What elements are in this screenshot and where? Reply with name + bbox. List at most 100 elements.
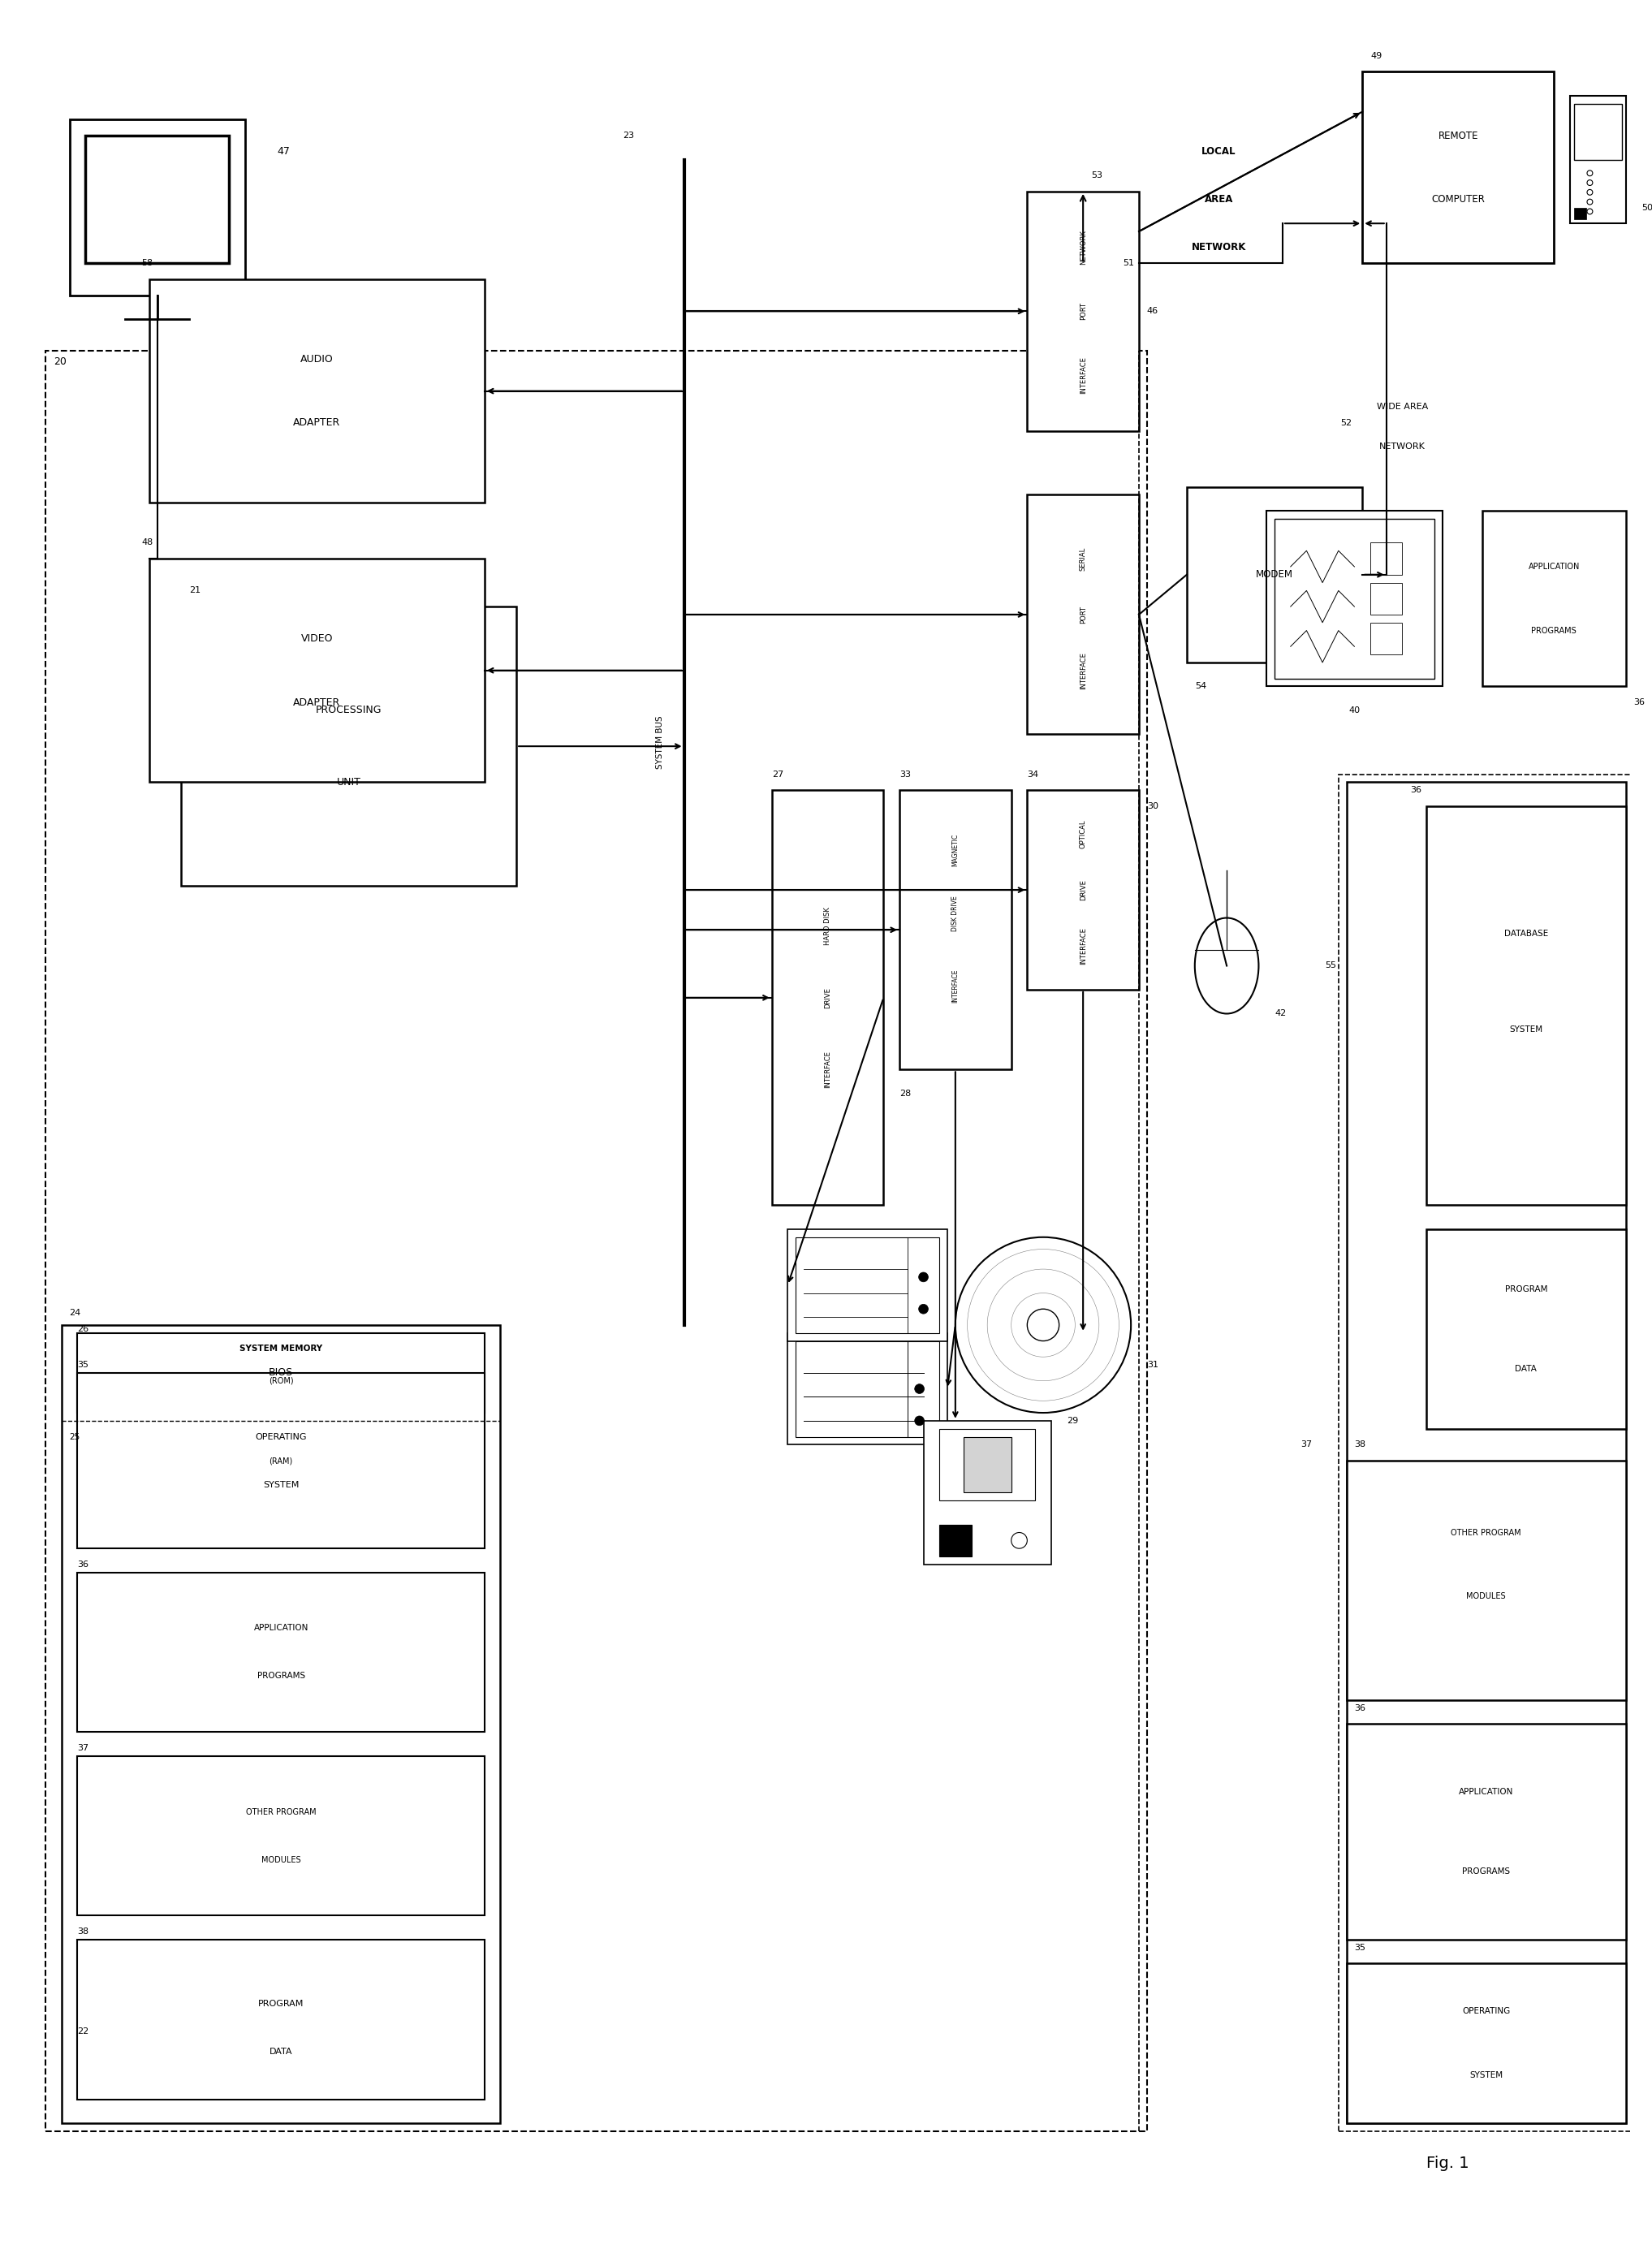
Text: WIDE AREA: WIDE AREA bbox=[1376, 403, 1427, 412]
Bar bbox=[796, 1341, 940, 1436]
Text: NETWORK: NETWORK bbox=[1079, 231, 1087, 265]
Text: PORT: PORT bbox=[1079, 606, 1087, 624]
Bar bbox=[1028, 495, 1138, 735]
Text: ADAPTER: ADAPTER bbox=[294, 697, 340, 708]
Text: 51: 51 bbox=[1123, 260, 1135, 267]
Bar bbox=[1346, 1963, 1626, 2124]
Bar bbox=[69, 120, 244, 296]
Bar bbox=[1371, 584, 1403, 615]
Circle shape bbox=[919, 1305, 928, 1314]
Bar bbox=[1275, 518, 1434, 679]
Text: HARD DISK: HARD DISK bbox=[824, 907, 831, 946]
Text: SYSTEM: SYSTEM bbox=[263, 1482, 299, 1488]
Text: 42: 42 bbox=[1275, 1009, 1287, 1018]
Bar bbox=[182, 606, 517, 887]
Text: 54: 54 bbox=[1194, 683, 1206, 690]
Text: MODULES: MODULES bbox=[261, 1855, 301, 1864]
Bar bbox=[899, 789, 1011, 1070]
Text: DATABASE: DATABASE bbox=[1503, 930, 1548, 939]
Text: 55: 55 bbox=[1325, 961, 1336, 970]
Text: REMOTE: REMOTE bbox=[1439, 131, 1479, 140]
Bar bbox=[1574, 104, 1622, 161]
Bar bbox=[1346, 1724, 1626, 1939]
Bar bbox=[1346, 783, 1626, 2124]
Text: 37: 37 bbox=[78, 1744, 89, 1753]
Bar bbox=[963, 1436, 1011, 1493]
Bar bbox=[940, 1525, 971, 1556]
Text: INTERFACE: INTERFACE bbox=[1079, 357, 1087, 394]
Text: APPLICATION: APPLICATION bbox=[254, 1624, 309, 1633]
Text: OTHER PROGRAM: OTHER PROGRAM bbox=[246, 1807, 316, 1816]
Text: MODEM: MODEM bbox=[1256, 570, 1294, 579]
Text: 36: 36 bbox=[1634, 699, 1645, 706]
Text: OPERATING: OPERATING bbox=[254, 1432, 307, 1441]
Text: DRIVE: DRIVE bbox=[1079, 880, 1087, 900]
Text: SYSTEM: SYSTEM bbox=[1510, 1025, 1543, 1034]
Text: LOCAL: LOCAL bbox=[1201, 147, 1236, 156]
Text: SYSTEM: SYSTEM bbox=[1469, 2072, 1503, 2079]
Text: APPLICATION: APPLICATION bbox=[1528, 563, 1579, 570]
Text: 58: 58 bbox=[142, 260, 152, 267]
Circle shape bbox=[919, 1271, 928, 1283]
Bar bbox=[1574, 208, 1586, 219]
Bar bbox=[1338, 774, 1634, 2131]
Text: PROGRAMS: PROGRAMS bbox=[1462, 1868, 1510, 1875]
Text: 33: 33 bbox=[899, 769, 910, 778]
Text: PROCESSING: PROCESSING bbox=[316, 706, 382, 715]
Text: 31: 31 bbox=[1146, 1362, 1158, 1369]
Bar bbox=[86, 136, 230, 262]
Text: AREA: AREA bbox=[1204, 195, 1232, 206]
Bar bbox=[149, 559, 484, 783]
Text: APPLICATION: APPLICATION bbox=[1459, 1787, 1513, 1796]
Text: 48: 48 bbox=[142, 538, 154, 547]
Circle shape bbox=[915, 1416, 923, 1425]
Text: PROGRAMS: PROGRAMS bbox=[1531, 627, 1576, 636]
Text: 25: 25 bbox=[69, 1432, 81, 1441]
Text: PROGRAM: PROGRAM bbox=[1505, 1285, 1548, 1294]
Text: DATA: DATA bbox=[1515, 1364, 1536, 1373]
Text: PROGRAM: PROGRAM bbox=[258, 2000, 304, 2006]
Text: OPERATING: OPERATING bbox=[1462, 2006, 1510, 2015]
Text: 21: 21 bbox=[190, 586, 200, 595]
Text: 29: 29 bbox=[1067, 1416, 1079, 1425]
Bar bbox=[78, 1373, 484, 1549]
Bar bbox=[1028, 789, 1138, 991]
Text: 40: 40 bbox=[1348, 706, 1360, 715]
Bar bbox=[78, 1332, 484, 1414]
Text: 36: 36 bbox=[1355, 1703, 1366, 1712]
Text: INTERFACE: INTERFACE bbox=[1079, 927, 1087, 964]
Text: 53: 53 bbox=[1090, 172, 1102, 179]
Text: 47: 47 bbox=[278, 147, 289, 156]
Text: INTERFACE: INTERFACE bbox=[1079, 651, 1087, 690]
Circle shape bbox=[915, 1384, 923, 1393]
Text: INTERFACE: INTERFACE bbox=[824, 1052, 831, 1088]
Bar bbox=[1371, 543, 1403, 575]
Bar bbox=[78, 1755, 484, 1916]
Bar bbox=[771, 789, 884, 1206]
Bar bbox=[923, 1421, 1051, 1565]
Text: VIDEO: VIDEO bbox=[301, 633, 334, 645]
Bar bbox=[788, 1228, 947, 1341]
Text: 46: 46 bbox=[1146, 308, 1158, 314]
Text: 35: 35 bbox=[78, 1362, 89, 1369]
Bar bbox=[1569, 95, 1626, 224]
Bar bbox=[940, 1430, 1036, 1500]
Text: SYSTEM BUS: SYSTEM BUS bbox=[656, 715, 664, 769]
Bar bbox=[796, 1237, 940, 1332]
Text: 36: 36 bbox=[1411, 787, 1422, 794]
Text: NETWORK: NETWORK bbox=[1191, 242, 1246, 253]
Text: BIOS: BIOS bbox=[269, 1369, 292, 1378]
Text: 38: 38 bbox=[78, 1927, 89, 1936]
Text: MAGNETIC: MAGNETIC bbox=[952, 835, 960, 866]
Text: 22: 22 bbox=[78, 2027, 89, 2036]
Bar bbox=[149, 278, 484, 502]
Text: AUDIO: AUDIO bbox=[301, 353, 334, 364]
Text: Fig. 1: Fig. 1 bbox=[1426, 2156, 1469, 2172]
Bar bbox=[1363, 72, 1555, 262]
Bar bbox=[1426, 805, 1626, 1206]
Text: 30: 30 bbox=[1146, 803, 1158, 810]
Text: PORT: PORT bbox=[1079, 303, 1087, 321]
Bar bbox=[1028, 192, 1138, 432]
Text: UNIT: UNIT bbox=[337, 776, 360, 787]
Text: 49: 49 bbox=[1371, 52, 1383, 59]
